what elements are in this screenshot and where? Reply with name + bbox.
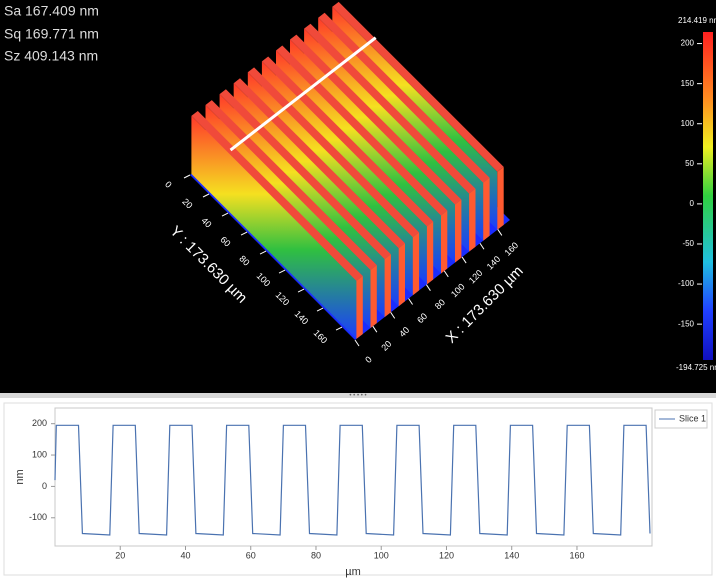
- ridge-top: [304, 23, 476, 194]
- ridge-end: [483, 177, 490, 241]
- ridge-side: [191, 115, 357, 339]
- x-tick-3d: [426, 284, 431, 291]
- y-tick-label-3d: 80: [237, 254, 251, 268]
- ridge-end: [384, 254, 391, 318]
- x-tick-label: 100: [374, 550, 389, 560]
- splitter-grip: • • • • •: [349, 393, 366, 399]
- x-tick-3d: [372, 325, 378, 333]
- ridge-end: [455, 199, 462, 263]
- y-tick-label: 100: [32, 449, 47, 459]
- x-tick-3d: [461, 256, 467, 264]
- x-tick-label-3d: 40: [397, 325, 411, 339]
- ridge-end: [469, 188, 476, 252]
- x-tick-label: 160: [569, 550, 584, 560]
- y-tick-label-3d: 20: [180, 196, 194, 210]
- colorbar: [703, 32, 713, 360]
- ridge-end: [441, 210, 448, 274]
- ridge-top: [191, 111, 363, 281]
- y-tick-label: 200: [32, 418, 47, 428]
- stat-sq: Sq 169.771 nm: [4, 26, 99, 42]
- y-tick-3d: [202, 193, 210, 198]
- y-tick-3d: [297, 288, 305, 293]
- colorbar-tick-label: 100: [681, 119, 695, 128]
- y-tick-3d: [316, 307, 324, 312]
- y-tick-label: -100: [29, 512, 47, 522]
- chart-frame: [3, 402, 713, 576]
- y-tick-3d: [240, 231, 248, 236]
- x-tick-3d: [408, 298, 413, 305]
- ridge-top: [276, 45, 448, 216]
- x-tick-label-3d: 0: [363, 354, 374, 365]
- y-tick-label: 0: [42, 481, 47, 491]
- ridge-end: [412, 232, 420, 296]
- ridge-top: [332, 1, 504, 172]
- x-tick-label-3d: 20: [379, 339, 393, 353]
- x-tick-label: 120: [439, 550, 454, 560]
- colorbar-tick-label: -50: [682, 239, 694, 248]
- y-tick-3d: [259, 250, 267, 255]
- x-tick-label: 40: [180, 550, 190, 560]
- y-tick-3d: [183, 174, 191, 179]
- y-tick-label-3d: 0: [163, 179, 174, 190]
- stat-sa: Sa 167.409 nm: [4, 3, 99, 19]
- colorbar-tick-label: 50: [685, 159, 694, 168]
- ridge-top: [290, 34, 462, 205]
- ridge-end: [497, 166, 504, 230]
- x-tick-3d: [479, 242, 485, 250]
- ridge-end: [398, 243, 405, 307]
- colorbar-tick-label: -150: [678, 319, 695, 328]
- y-tick-3d: [278, 269, 286, 274]
- x-tick-label-3d: 60: [415, 311, 429, 325]
- x-tick-3d: [443, 270, 449, 278]
- x-tick-label: 20: [115, 550, 125, 560]
- profile-line: [54, 424, 651, 536]
- x-tick-3d: [497, 229, 503, 236]
- y-axis-title: nm: [14, 469, 26, 484]
- ridge-top: [247, 67, 420, 238]
- x-axis-title: µm: [345, 566, 361, 578]
- legend-box: [654, 409, 708, 429]
- y-tick-3d: [221, 212, 229, 217]
- colorbar-tick-label: 200: [681, 39, 695, 48]
- x-tick-label: 60: [246, 550, 256, 560]
- ridge-end: [356, 276, 363, 339]
- y-tick-label-3d: 60: [218, 234, 232, 248]
- ridge-top: [261, 56, 434, 227]
- ridge-top: [233, 78, 405, 249]
- x-tick-label: 140: [504, 550, 519, 560]
- colorbar-min: -194.725 nm: [676, 363, 716, 372]
- x-tick-3d: [390, 312, 396, 319]
- ridge-top: [219, 89, 391, 260]
- x-tick-3d: [354, 339, 360, 347]
- ridge-end: [426, 221, 434, 285]
- ridge-top: [318, 12, 490, 183]
- ridge-top: [205, 100, 377, 270]
- colorbar-tick-label: 150: [681, 79, 695, 88]
- x-tick-label: 80: [311, 550, 321, 560]
- colorbar-tick-label: -100: [678, 279, 695, 288]
- colorbar-tick-label: 0: [690, 199, 695, 208]
- legend-label: Slice 1: [679, 413, 706, 423]
- splitter[interactable]: [0, 393, 716, 398]
- y-tick-3d: [335, 326, 343, 331]
- slice-line: [229, 36, 377, 152]
- surface-3d: 0204060801001201401600204060801001201401…: [163, 1, 520, 365]
- ridge-end: [370, 265, 377, 328]
- x-tick-label-3d: 80: [433, 297, 447, 311]
- plot-area: [54, 407, 653, 547]
- stat-sz: Sz 409.143 nm: [4, 48, 98, 64]
- colorbar-max: 214.419 nm: [678, 16, 716, 25]
